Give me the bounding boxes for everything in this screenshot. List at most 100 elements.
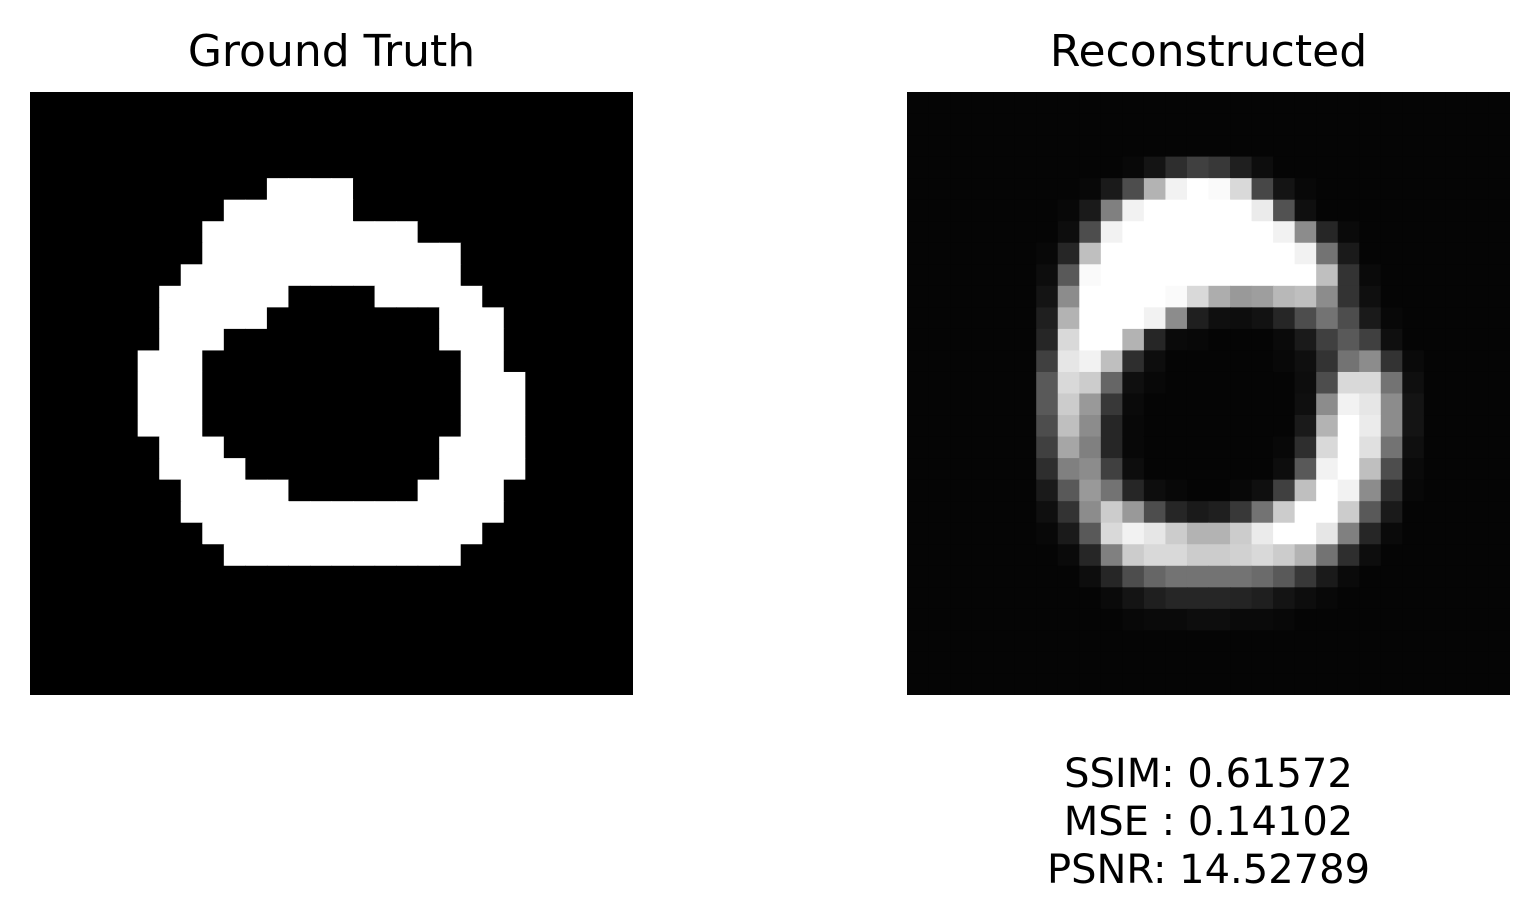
heatmap-cell [223,479,246,502]
heatmap-cell [223,436,246,459]
heatmap-cell [1100,113,1123,136]
ground-truth-heatmap [30,92,633,695]
heatmap-cell [202,156,225,179]
heatmap-cell [266,608,290,631]
heatmap-cell [589,565,613,588]
heatmap-cell [1294,264,1317,287]
heatmap-cell [1230,630,1253,653]
heatmap-cell [907,479,930,502]
heatmap-cell [73,544,96,567]
heatmap-cell [950,242,973,265]
heatmap-cell [546,522,569,545]
heatmap-cell [503,458,526,481]
heatmap-cell [159,544,182,567]
heatmap-cell [1488,328,1510,352]
heatmap-cell [1230,587,1253,610]
heatmap-cell [503,630,526,653]
heatmap-cell [159,328,182,352]
heatmap-cell [417,156,440,179]
heatmap-cell [568,501,591,524]
heatmap-cell [353,415,376,438]
heatmap-cell [1057,651,1080,675]
heatmap-cell [589,135,613,158]
heatmap-cell [417,501,440,524]
heatmap-cell [353,285,376,308]
heatmap-cell [396,673,419,695]
heatmap-cell [1466,393,1490,416]
heatmap-cell [73,393,96,416]
heatmap-cell [137,630,160,653]
heatmap-cell [159,436,182,459]
heatmap-cell [396,135,419,158]
heatmap-cell [51,156,74,179]
heatmap-cell [417,415,440,438]
heatmap-cell [159,458,182,481]
heatmap-cell [568,307,591,330]
heatmap-cell [950,371,973,395]
heatmap-cell [525,371,548,395]
heatmap-cell [331,436,354,459]
heatmap-cell [1036,113,1059,136]
heatmap-cell [1165,264,1188,287]
heatmap-cell [1143,199,1167,222]
heatmap-cell [1014,328,1037,352]
heatmap-cell [589,436,613,459]
heatmap-cell [1359,307,1382,330]
heatmap-cell [460,92,483,115]
heatmap-cell [439,113,462,136]
heatmap-cell [159,673,182,695]
heatmap-cell [1294,285,1317,308]
heatmap-cell [950,565,973,588]
heatmap-cell [137,522,160,545]
heatmap-cell [1402,479,1425,502]
heatmap-cell [116,393,139,416]
heatmap-cell [309,587,333,610]
heatmap-cell [1100,436,1123,459]
heatmap-cell [1359,328,1382,352]
heatmap-cell [568,92,591,115]
heatmap-cell [1488,221,1510,244]
heatmap-cell [950,92,973,115]
heatmap-cell [116,630,139,653]
heatmap-cell [223,651,246,675]
heatmap-cell [1294,242,1317,265]
heatmap-cell [1143,522,1167,545]
heatmap-cell [309,630,333,653]
heatmap-cell [439,307,462,330]
heatmap-cell [374,436,397,459]
heatmap-cell [611,285,633,308]
heatmap-cell [1359,221,1382,244]
heatmap-cell [971,458,994,481]
heatmap-cell [1488,415,1510,438]
heatmap-cell [928,565,951,588]
heatmap-cell [546,565,569,588]
heatmap-cell [1079,501,1102,524]
heatmap-cell [1143,479,1167,502]
heatmap-cell [1316,393,1339,416]
heatmap-cell [546,371,569,395]
heatmap-cell [482,285,505,308]
heatmap-cell [439,608,462,631]
heatmap-cell [460,565,483,588]
heatmap-cell [1466,92,1490,115]
heatmap-cell [51,350,74,373]
heatmap-cell [950,156,973,179]
heatmap-cell [1079,221,1102,244]
heatmap-cell [223,415,246,438]
heatmap-cell [266,522,290,545]
heatmap-cell [245,199,268,222]
heatmap-cell [971,264,994,287]
heatmap-cell [1423,393,1446,416]
heatmap-cell [1230,651,1253,675]
heatmap-cell [159,651,182,675]
heatmap-cell [1359,479,1382,502]
heatmap-cell [309,178,333,201]
heatmap-cell [589,264,613,287]
heatmap-cell [137,393,160,416]
heatmap-cell [1014,199,1037,222]
heatmap-cell [1337,479,1360,502]
heatmap-cell [1402,135,1425,158]
heatmap-cell [1251,415,1274,438]
heatmap-cell [1273,436,1296,459]
heatmap-cell [1100,221,1123,244]
